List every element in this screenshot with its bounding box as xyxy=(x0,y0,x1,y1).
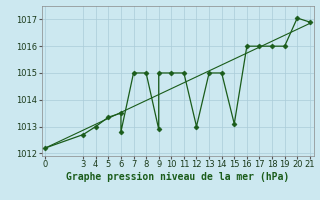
X-axis label: Graphe pression niveau de la mer (hPa): Graphe pression niveau de la mer (hPa) xyxy=(66,172,289,182)
